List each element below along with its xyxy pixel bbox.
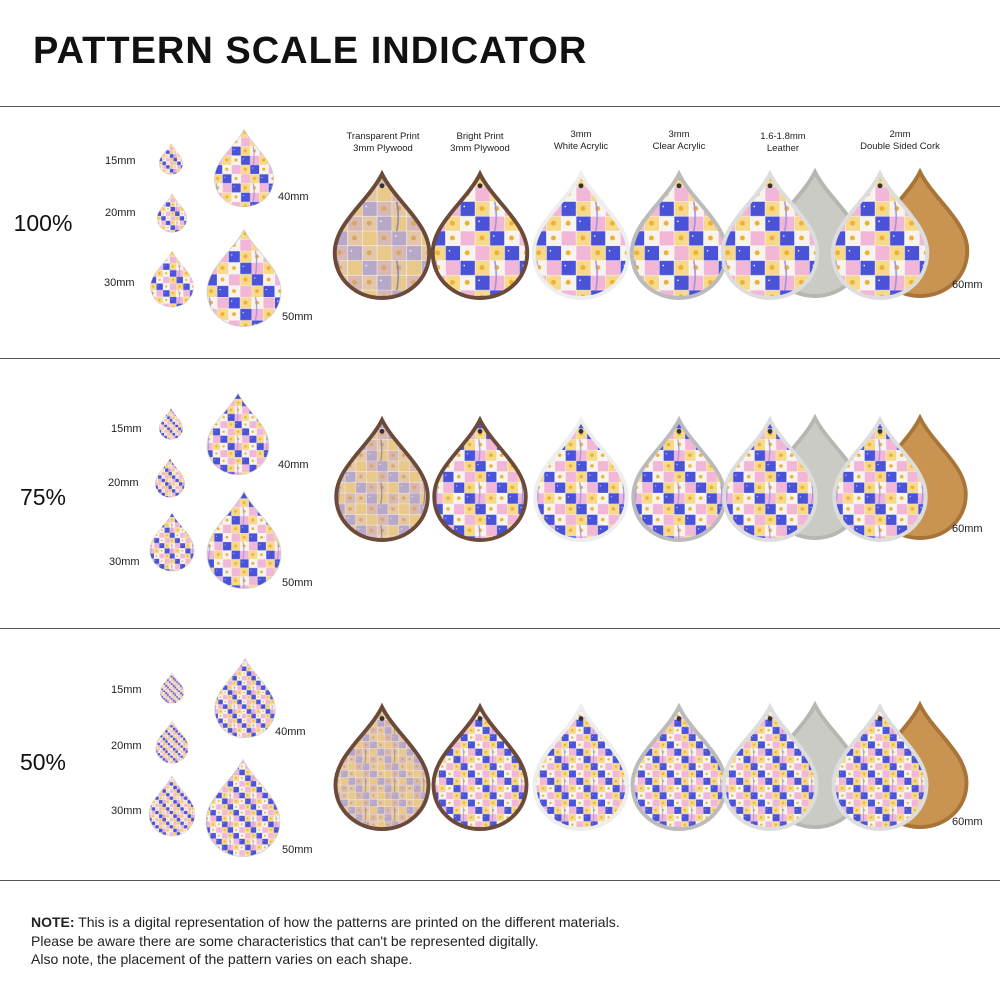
drop-clear-acrylic (629, 169, 729, 301)
size-label-30mm: 30mm (104, 277, 135, 289)
sample-drop-15mm (159, 408, 183, 440)
size-label-30mm: 30mm (109, 556, 140, 568)
size-label-50mm: 50mm (282, 311, 313, 323)
size-label-60mm: 60mm (952, 523, 983, 535)
size-label-20mm: 20mm (108, 477, 139, 489)
sample-drop-50mm (206, 228, 282, 327)
material-label-leather: 1.6-1.8mm Leather (760, 131, 806, 154)
sample-drop-20mm (155, 458, 185, 498)
drop-cork (830, 169, 930, 301)
sample-drop-40mm (214, 128, 274, 208)
drop-leather (720, 169, 820, 301)
size-label-20mm: 20mm (105, 207, 136, 219)
sample-drop-50mm (205, 758, 281, 857)
sample-drop-30mm (148, 775, 196, 837)
size-label-15mm: 15mm (111, 423, 142, 435)
drop-bright-plywood (432, 415, 528, 543)
drop-clear-acrylic (631, 415, 727, 543)
drop-cork (832, 415, 928, 543)
size-label-40mm: 40mm (275, 726, 306, 738)
scale-percent-label: 50% (19, 749, 67, 775)
material-label-bright-plywood: Bright Print 3mm Plywood (450, 131, 510, 154)
page-title: PATTERN SCALE INDICATOR (33, 30, 588, 72)
scale-percent-label: 100% (13, 210, 73, 236)
size-label-15mm: 15mm (111, 684, 142, 696)
material-label-transparent-plywood: Transparent Print 3mm Plywood (346, 131, 420, 154)
sample-drop-30mm (149, 512, 195, 572)
divider (0, 358, 1000, 359)
drop-clear-acrylic (630, 702, 728, 832)
note: NOTE: This is a digital representation o… (31, 914, 620, 967)
size-label-40mm: 40mm (278, 191, 309, 203)
size-label-50mm: 50mm (282, 577, 313, 589)
drop-white-acrylic (532, 702, 630, 832)
divider (0, 628, 1000, 629)
material-label-white-acrylic: 3mm White Acrylic (553, 129, 609, 152)
drop-white-acrylic (531, 169, 631, 301)
material-label-cork: 2mm Double Sided Cork (860, 129, 940, 152)
size-label-60mm: 60mm (952, 816, 983, 828)
size-label-15mm: 15mm (105, 155, 136, 167)
drop-transparent-plywood (332, 169, 432, 301)
sample-drop-20mm (157, 193, 187, 233)
size-label-20mm: 20mm (111, 740, 142, 752)
scale-percent-label: 75% (19, 484, 67, 510)
drop-leather (722, 415, 818, 543)
sample-drop-15mm (160, 672, 184, 704)
drop-bright-plywood (430, 169, 530, 301)
size-label-60mm: 60mm (952, 279, 983, 291)
size-label-50mm: 50mm (282, 844, 313, 856)
sample-drop-50mm (206, 490, 282, 589)
drop-transparent-plywood (333, 702, 431, 832)
size-label-40mm: 40mm (278, 459, 309, 471)
drop-cork (831, 702, 929, 832)
drop-transparent-plywood (334, 415, 430, 543)
size-label-30mm: 30mm (111, 805, 142, 817)
drop-bright-plywood (431, 702, 529, 832)
divider (0, 106, 1000, 107)
sample-drop-40mm (214, 657, 276, 739)
divider (0, 880, 1000, 881)
material-label-clear-acrylic: 3mm Clear Acrylic (652, 129, 706, 152)
drop-leather (721, 702, 819, 832)
sample-drop-15mm (159, 143, 183, 175)
drop-white-acrylic (533, 415, 629, 543)
sample-drop-20mm (155, 720, 189, 764)
sample-drop-30mm (150, 250, 194, 308)
sample-drop-40mm (206, 392, 270, 476)
